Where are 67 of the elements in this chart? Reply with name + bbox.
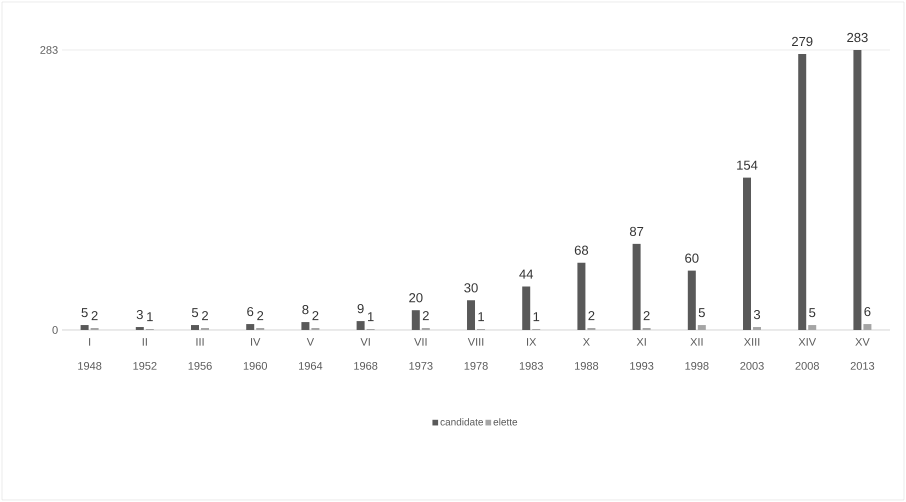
category-label: XII 1998: [685, 338, 709, 370]
bar: [356, 321, 365, 330]
data-label: 5: [82, 308, 88, 318]
data-label: 1: [534, 312, 540, 322]
bar: [136, 327, 144, 330]
data-label: 60: [685, 254, 699, 263]
category-label: XV 2013: [850, 338, 874, 370]
data-label: 2: [92, 311, 98, 320]
data-label: 1: [368, 312, 374, 322]
category-label: III 1956: [188, 338, 212, 370]
data-label: 2: [422, 311, 429, 320]
bar: [808, 325, 816, 330]
data-label: 279: [792, 36, 812, 46]
category-label: II 1952: [133, 338, 156, 370]
data-label: 1: [478, 312, 484, 322]
category-label: VIII 1978: [464, 338, 488, 370]
data-label: 9: [358, 304, 364, 314]
category-label: X 1988: [575, 338, 598, 370]
data-label: 68: [574, 246, 588, 255]
bar: [191, 325, 200, 330]
data-label: 5: [809, 308, 816, 318]
category-label: I 1948: [78, 338, 102, 370]
bar: [863, 324, 872, 330]
data-label: 2: [588, 311, 594, 320]
bar: [577, 262, 586, 330]
bar: [80, 325, 89, 330]
category-label: IX 1983: [520, 338, 543, 370]
category-label: VI 1968: [354, 338, 378, 370]
data-label: 20: [409, 293, 423, 302]
data-label: 6: [247, 306, 254, 316]
data-label: 3: [136, 310, 143, 320]
data-label: 2: [312, 311, 318, 320]
bar: [798, 54, 806, 330]
legend-label: candidate: [440, 418, 484, 426]
bar: [753, 327, 762, 330]
category-label: V 1964: [299, 338, 322, 370]
bar: [853, 50, 862, 330]
data-label: 30: [464, 283, 478, 292]
data-label: 6: [864, 306, 870, 316]
data-label: 283: [847, 32, 868, 42]
bar: [743, 178, 752, 330]
bar: [688, 270, 696, 330]
data-label: 2: [202, 311, 208, 320]
bar: [412, 310, 420, 330]
category-label: XIV 2008: [796, 338, 819, 370]
bar: [632, 244, 641, 330]
data-label: 154: [737, 160, 758, 170]
data-label: 1: [147, 312, 153, 322]
legend-label: elette: [494, 418, 518, 426]
data-label: 5: [192, 308, 198, 318]
bar: [467, 300, 476, 330]
bar: [246, 324, 254, 330]
category-label: IV 1960: [244, 338, 268, 370]
data-label: 3: [754, 310, 760, 320]
data-label: 2: [644, 311, 650, 320]
bar: [522, 286, 530, 330]
category-label: XIII 2003: [740, 338, 764, 370]
data-label: 5: [698, 308, 705, 318]
category-label: XI 1993: [630, 338, 654, 370]
data-label: 2: [257, 311, 264, 320]
category-label: VII 1973: [409, 338, 433, 370]
data-label: 8: [302, 305, 308, 314]
y-tick-label: 0: [52, 326, 58, 334]
data-label: 44: [519, 270, 534, 279]
bar: [301, 322, 310, 330]
bar: [698, 325, 706, 330]
data-label: 87: [630, 226, 644, 236]
